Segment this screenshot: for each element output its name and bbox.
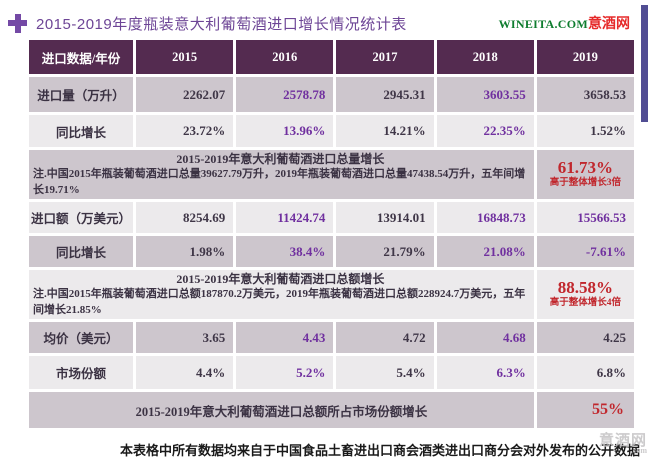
volume-yoy-2018: 22.35% bbox=[436, 115, 534, 147]
header-2017: 2017 bbox=[336, 40, 434, 74]
value-2015: 8254.69 bbox=[136, 202, 234, 233]
volume-2016: 2578.78 bbox=[236, 77, 334, 112]
highlight-total-value-sub: 高于整体增长4倍 bbox=[549, 298, 622, 309]
page-title: 2015-2019年度瓶装意大利葡萄酒进口增长情况统计表 bbox=[36, 15, 407, 33]
volume-yoy-2015: 23.72% bbox=[136, 115, 234, 147]
brand-domain: WINEITA.COM bbox=[498, 17, 588, 31]
highlight-total-value-value: 88.58% bbox=[557, 278, 614, 298]
value-2017: 13914.01 bbox=[336, 202, 434, 233]
highlight-total-value: 88.58% 高于整体增长4倍 bbox=[536, 270, 634, 319]
volume-2019: 3658.53 bbox=[536, 77, 634, 112]
header-label: 进口数据/年份 bbox=[29, 40, 133, 74]
share-growth-heading: 2015-2019年意大利葡萄酒进口总额所占市场份额增长 bbox=[29, 392, 534, 428]
value-yoy-2019: -7.61% bbox=[536, 236, 634, 267]
brand-logo: WINEITA.COM 意酒网 bbox=[499, 13, 630, 33]
share-2015: 4.4% bbox=[136, 356, 234, 389]
volume-2017: 2945.31 bbox=[336, 77, 434, 112]
row-share-label: 市场份额 bbox=[29, 356, 133, 389]
price-2017: 4.72 bbox=[336, 322, 434, 353]
header-2015: 2015 bbox=[136, 40, 234, 74]
note-total-volume: 2015-2019年意大利葡萄酒进口总量增长 注.中国2015年瓶装葡萄酒进口总… bbox=[29, 150, 534, 199]
note-total-volume-text: 注.中国2015年瓶装葡萄酒进口总量39627.79万升，2019年瓶装葡萄酒进… bbox=[33, 168, 526, 196]
note-total-value-text: 注.中国2015年瓶装葡萄酒进口总额187870.2万美元，2019年瓶装葡萄酒… bbox=[33, 288, 526, 316]
share-2019: 6.8% bbox=[536, 356, 634, 389]
header-2016: 2016 bbox=[236, 40, 334, 74]
highlight-total-volume-sub: 高于整体增长3倍 bbox=[549, 178, 622, 189]
brand-name: 意酒网 bbox=[588, 17, 630, 32]
share-2016: 5.2% bbox=[236, 356, 334, 389]
price-2019: 4.25 bbox=[536, 322, 634, 353]
row-value-label: 进口额（万美元） bbox=[29, 202, 133, 233]
highlight-total-volume: 61.73% 高于整体增长3倍 bbox=[536, 150, 634, 199]
volume-yoy-2016: 13.96% bbox=[236, 115, 334, 147]
data-source-note: 本表格中所有数据均来自于中国食品土畜进出口商会酒类进出口商分会对外发布的公开数据 bbox=[119, 443, 640, 458]
price-2018: 4.68 bbox=[436, 322, 534, 353]
share-2018: 6.3% bbox=[436, 356, 534, 389]
share-growth-value: 55% bbox=[536, 392, 634, 428]
watermark-suffix: .com bbox=[630, 446, 647, 455]
price-2016: 4.43 bbox=[236, 322, 334, 353]
plus-icon bbox=[8, 13, 27, 33]
import-stats-table: 进口数据/年份 2015 2016 2017 2018 2019 进口量（万升）… bbox=[29, 40, 634, 428]
volume-yoy-2017: 14.21% bbox=[336, 115, 434, 147]
value-yoy-2017: 21.79% bbox=[336, 236, 434, 267]
note-total-volume-heading: 2015-2019年意大利葡萄酒进口总量增长 bbox=[176, 152, 385, 167]
header-2019: 2019 bbox=[536, 40, 634, 74]
value-yoy-2016: 38.4% bbox=[236, 236, 334, 267]
value-2018: 16848.73 bbox=[436, 202, 534, 233]
row-value-yoy-label: 同比增长 bbox=[29, 236, 133, 267]
volume-2018: 3603.55 bbox=[436, 77, 534, 112]
watermark-text: 意酒网 bbox=[598, 433, 647, 449]
highlight-total-volume-value: 61.73% bbox=[557, 158, 614, 178]
note-total-value-heading: 2015-2019年意大利葡萄酒进口总额增长 bbox=[176, 272, 385, 287]
row-price-label: 均价（美元） bbox=[29, 322, 133, 353]
share-2017: 5.4% bbox=[336, 356, 434, 389]
value-2016: 11424.74 bbox=[236, 202, 334, 233]
header-2018: 2018 bbox=[436, 40, 534, 74]
decorative-side-bar bbox=[641, 5, 648, 122]
note-total-value: 2015-2019年意大利葡萄酒进口总额增长 注.中国2015年瓶装葡萄酒进口总… bbox=[29, 270, 534, 319]
volume-2015: 2262.07 bbox=[136, 77, 234, 112]
price-2015: 3.65 bbox=[136, 322, 234, 353]
value-yoy-2018: 21.08% bbox=[436, 236, 534, 267]
title-bar: 2015-2019年度瓶装意大利葡萄酒进口增长情况统计表 WINEITA.COM… bbox=[8, 10, 642, 36]
value-yoy-2015: 1.98% bbox=[136, 236, 234, 267]
value-2019: 15566.53 bbox=[536, 202, 634, 233]
row-volume-yoy-label: 同比增长 bbox=[29, 115, 133, 147]
volume-yoy-2019: 1.52% bbox=[536, 115, 634, 147]
watermark-logo: 意酒网 .com bbox=[599, 434, 647, 455]
row-volume-label: 进口量（万升） bbox=[29, 77, 133, 112]
